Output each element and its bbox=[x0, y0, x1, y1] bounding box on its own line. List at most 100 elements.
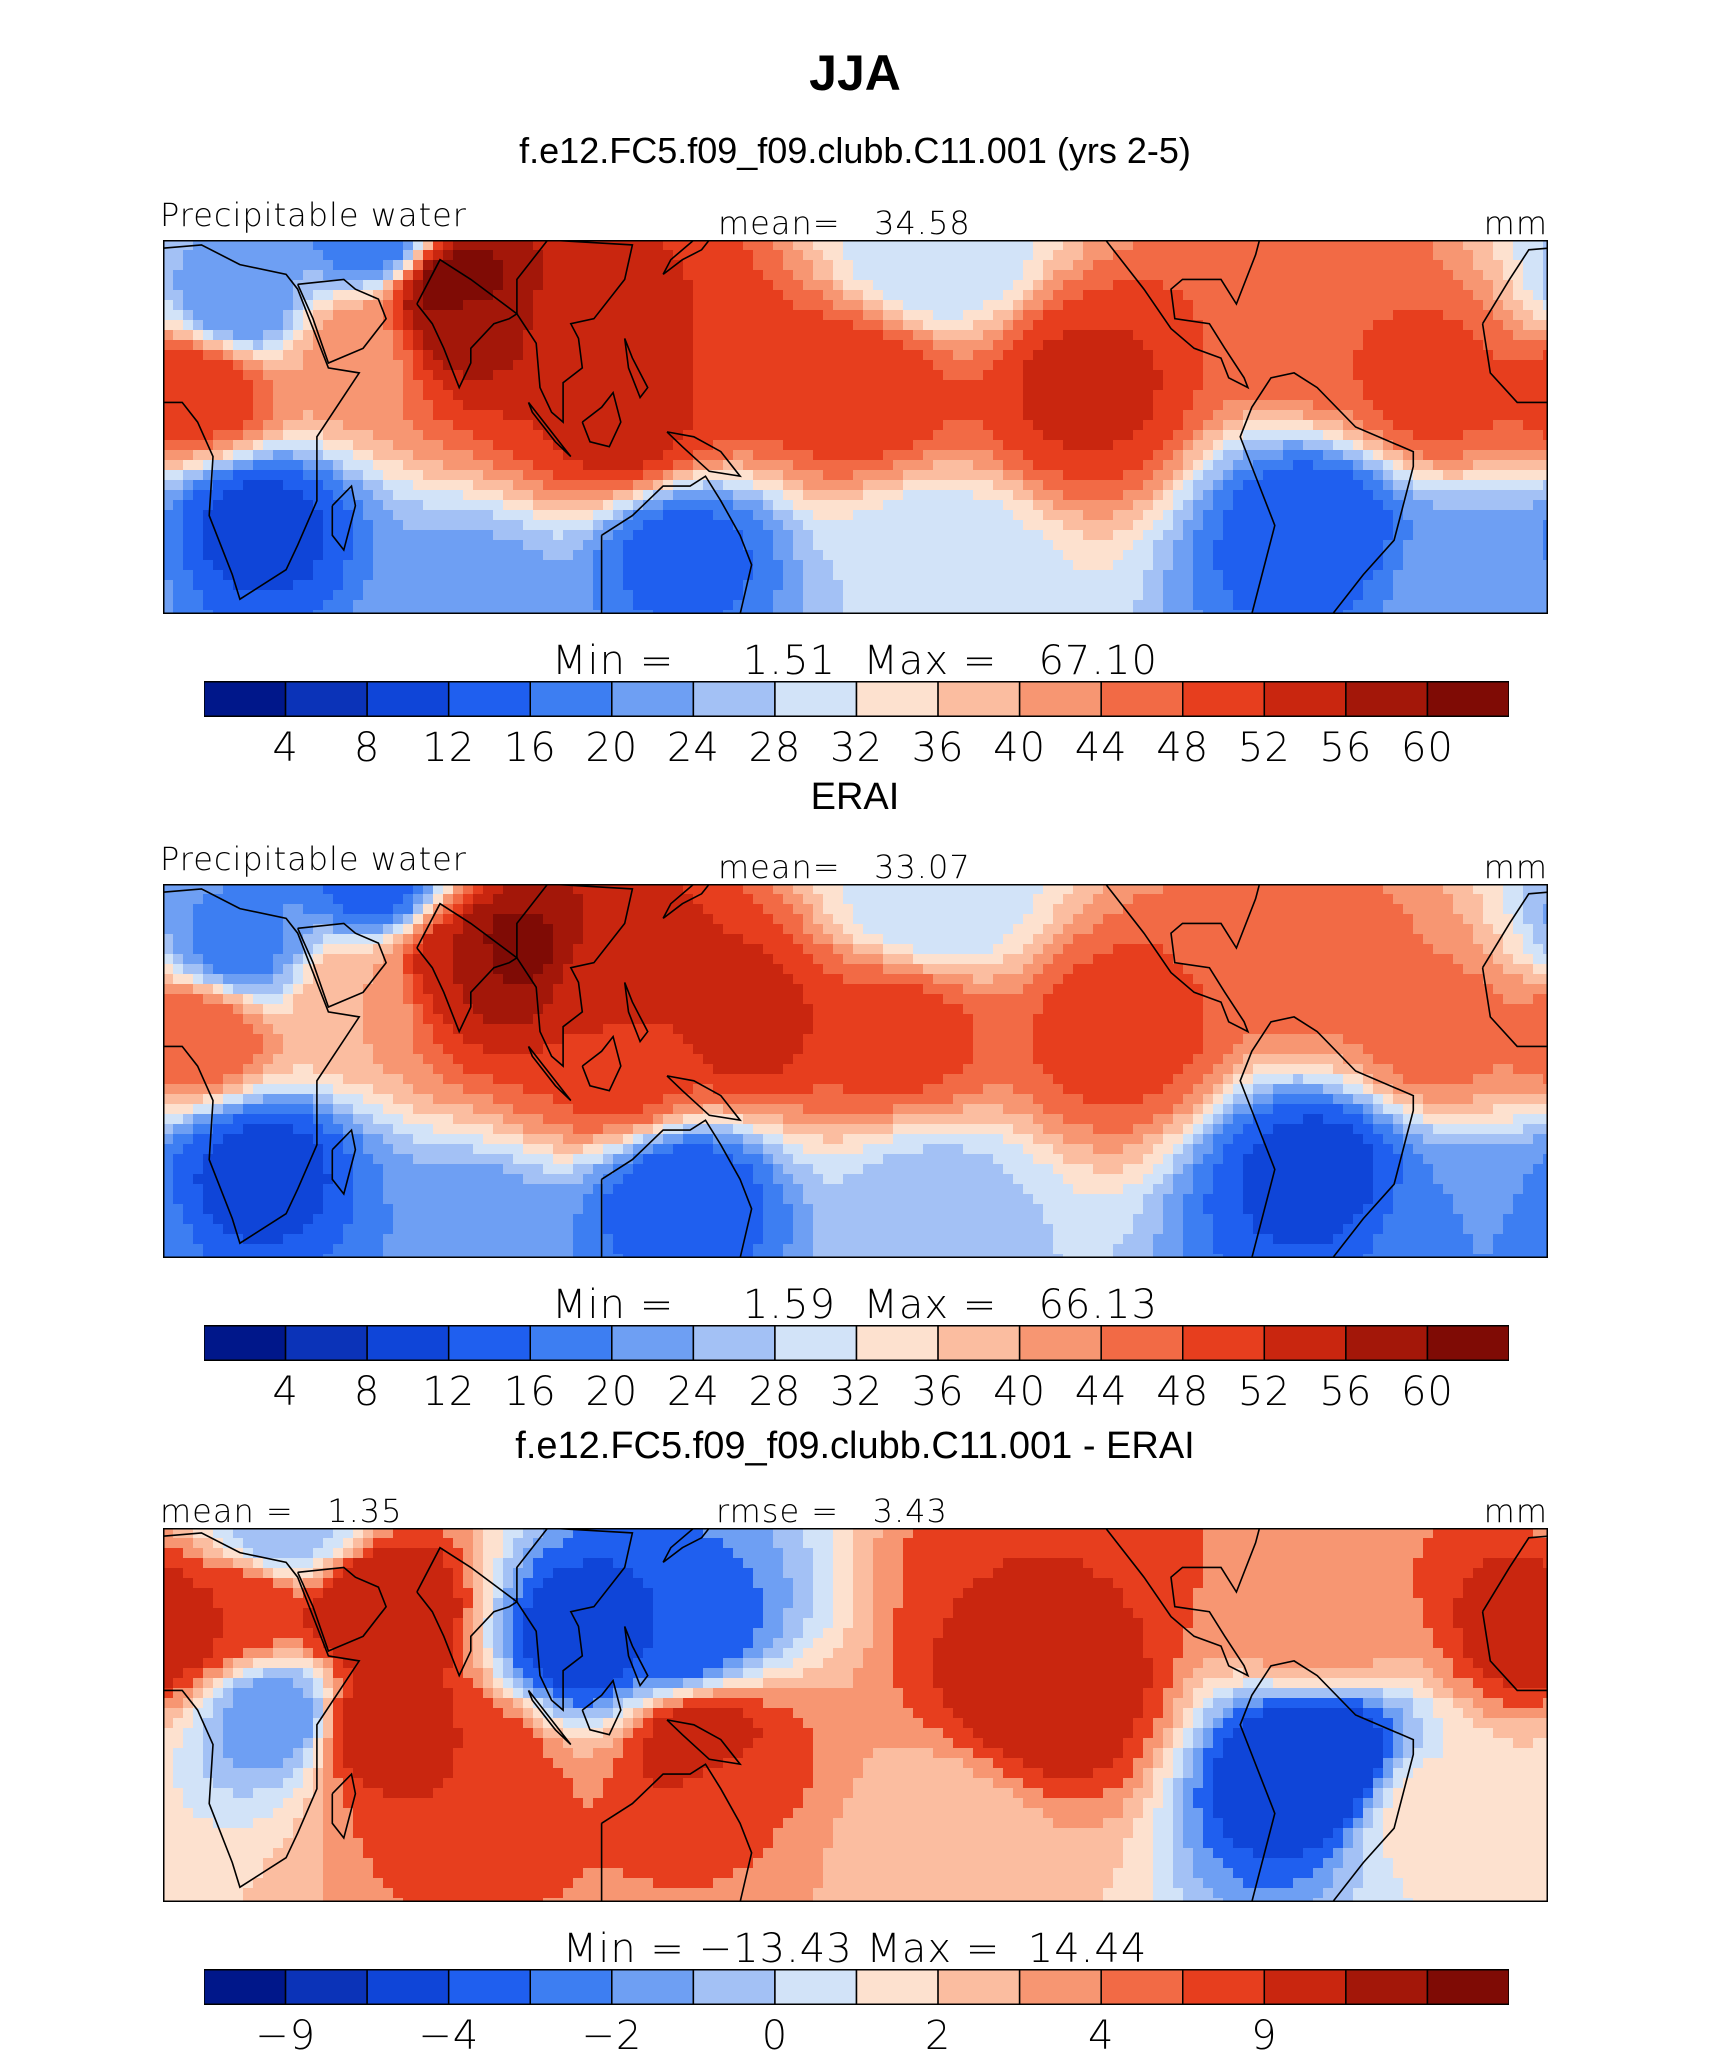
colorbar-tick-label: 12 bbox=[422, 1369, 475, 1415]
colorbar-tick-label: 52 bbox=[1238, 725, 1291, 771]
colorbar-box bbox=[612, 1326, 694, 1361]
colorbar-box bbox=[775, 1326, 857, 1361]
colorbar-tick-label: 48 bbox=[1156, 725, 1209, 771]
panel3-mean-label: mean = 1.35 bbox=[160, 1492, 403, 1530]
colorbar-tick-label: 16 bbox=[504, 725, 557, 771]
colorbar-tick-label: 36 bbox=[912, 1369, 965, 1415]
colorbar-box bbox=[286, 1326, 368, 1361]
colorbar-box bbox=[775, 682, 857, 717]
colorbar-box bbox=[1020, 1326, 1102, 1361]
colorbar-tick-label: 32 bbox=[830, 725, 883, 771]
colorbar-box bbox=[857, 682, 939, 717]
colorbar-box bbox=[367, 682, 449, 717]
colorbar-box bbox=[530, 682, 612, 717]
colorbar-box bbox=[857, 1970, 939, 2005]
panel3-minmax: Min = −13.43 Max = 14.44 bbox=[563, 1926, 1148, 1972]
panel1-colorbar bbox=[204, 681, 1509, 717]
colorbar-box bbox=[775, 1970, 857, 2005]
colorbar-tick-label: 9 bbox=[1251, 2013, 1277, 2059]
colorbar-box bbox=[938, 1970, 1020, 2005]
colorbar-box bbox=[449, 1326, 531, 1361]
colorbar-box bbox=[1101, 682, 1183, 717]
colorbar-box bbox=[1346, 1970, 1428, 2005]
colorbar-tick-label: 20 bbox=[585, 1369, 638, 1415]
panel2-units: mm bbox=[1484, 848, 1548, 886]
colorbar-box bbox=[449, 682, 531, 717]
colorbar-tick-label: 40 bbox=[993, 1369, 1046, 1415]
colorbar-box bbox=[938, 1326, 1020, 1361]
colorbar-box bbox=[1346, 1326, 1428, 1361]
colorbar-tick-label: 4 bbox=[272, 1369, 298, 1415]
colorbar-box bbox=[530, 1970, 612, 2005]
panel1-mean-label: mean= 34.58 bbox=[718, 204, 971, 242]
colorbar-tick-label: 32 bbox=[830, 1369, 883, 1415]
panel1-variable-label: Precipitable water bbox=[160, 196, 467, 234]
panel1-minmax: Min = 1.51 Max = 67.10 bbox=[552, 638, 1158, 684]
colorbar-tick-label: 20 bbox=[585, 725, 638, 771]
panel1-units: mm bbox=[1484, 204, 1548, 242]
colorbar-tick-label: 12 bbox=[422, 725, 475, 771]
colorbar-box bbox=[1264, 1970, 1346, 2005]
colorbar-tick-label: 28 bbox=[748, 725, 801, 771]
colorbar-box bbox=[530, 1326, 612, 1361]
colorbar-tick-label: 36 bbox=[912, 725, 965, 771]
colorbar-box bbox=[367, 1326, 449, 1361]
colorbar-box bbox=[1020, 1970, 1102, 2005]
colorbar-tick-label: 56 bbox=[1319, 725, 1372, 771]
colorbar-box bbox=[367, 1970, 449, 2005]
panel3-units: mm bbox=[1484, 1492, 1548, 1530]
colorbar-tick-label: −9 bbox=[255, 2013, 316, 2059]
colorbar-box bbox=[1183, 1326, 1265, 1361]
colorbar-tick-label: 28 bbox=[748, 1369, 801, 1415]
colorbar-tick-label: 60 bbox=[1401, 725, 1454, 771]
panel3-title: f.e12.FC5.f09_f09.clubb.C11.001 - ERAI bbox=[515, 1425, 1194, 1468]
colorbar-box bbox=[693, 682, 775, 717]
panel3-rmse-label: rmse = 3.43 bbox=[716, 1492, 948, 1530]
colorbar-box bbox=[1427, 682, 1509, 717]
colorbar-tick-label: 52 bbox=[1238, 1369, 1291, 1415]
panel3-colorbar bbox=[204, 1969, 1509, 2005]
colorbar-tick-label: 16 bbox=[504, 1369, 557, 1415]
colorbar-box bbox=[1101, 1970, 1183, 2005]
colorbar-box bbox=[449, 1970, 531, 2005]
colorbar-box bbox=[1427, 1970, 1509, 2005]
colorbar-tick-label: 24 bbox=[667, 1369, 720, 1415]
colorbar-box bbox=[1183, 1970, 1265, 2005]
colorbar-box bbox=[857, 1326, 939, 1361]
colorbar-tick-label: 8 bbox=[354, 1369, 380, 1415]
colorbar-box bbox=[204, 682, 286, 717]
colorbar-tick-label: 0 bbox=[762, 2013, 788, 2059]
colorbar-box bbox=[693, 1970, 775, 2005]
panel2-colorbar bbox=[204, 1325, 1509, 1361]
colorbar-box bbox=[1183, 682, 1265, 717]
colorbar-tick-label: 60 bbox=[1401, 1369, 1454, 1415]
main-title: JJA bbox=[809, 44, 901, 102]
colorbar-box bbox=[286, 682, 368, 717]
panel1-title: f.e12.FC5.f09_f09.clubb.C11.001 (yrs 2-5… bbox=[519, 130, 1191, 172]
panel2-map bbox=[163, 884, 1548, 1258]
colorbar-box bbox=[1101, 1326, 1183, 1361]
colorbar-tick-label: 4 bbox=[272, 725, 298, 771]
colorbar-box bbox=[286, 1970, 368, 2005]
panel2-variable-label: Precipitable water bbox=[160, 840, 467, 878]
colorbar-tick-label: 56 bbox=[1319, 1369, 1372, 1415]
colorbar-tick-label: 2 bbox=[925, 2013, 951, 2059]
colorbar-box bbox=[693, 1326, 775, 1361]
panel2-mean-label: mean= 33.07 bbox=[718, 848, 971, 886]
colorbar-box bbox=[612, 1970, 694, 2005]
colorbar-box bbox=[204, 1326, 286, 1361]
colorbar-box bbox=[938, 682, 1020, 717]
colorbar-box bbox=[1020, 682, 1102, 717]
colorbar-tick-label: 44 bbox=[1075, 1369, 1128, 1415]
colorbar-box bbox=[1264, 1326, 1346, 1361]
colorbar-box bbox=[204, 1970, 286, 2005]
panel3-map bbox=[163, 1528, 1548, 1902]
colorbar-box bbox=[1427, 1326, 1509, 1361]
panel1-map bbox=[163, 240, 1548, 614]
panel2-title: ERAI bbox=[811, 776, 900, 819]
colorbar-box bbox=[1346, 682, 1428, 717]
colorbar-tick-label: 24 bbox=[667, 725, 720, 771]
colorbar-tick-label: 40 bbox=[993, 725, 1046, 771]
colorbar-tick-label: 4 bbox=[1088, 2013, 1114, 2059]
colorbar-tick-label: 44 bbox=[1075, 725, 1128, 771]
